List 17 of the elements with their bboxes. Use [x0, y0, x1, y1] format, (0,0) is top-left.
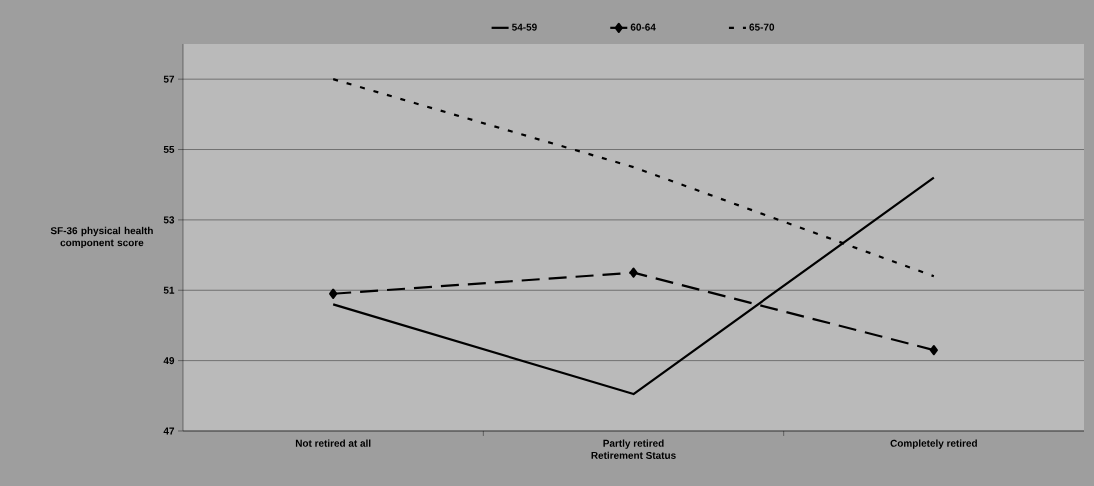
- point: [929, 344, 938, 356]
- y-tick-label: 51: [163, 286, 175, 294]
- x-tick-label: Not retired at all: [295, 439, 371, 447]
- x-tick-label: Partly retired: [603, 439, 664, 449]
- y-tick-label: 55: [163, 146, 175, 153]
- legend-label: 54-59: [512, 23, 537, 31]
- y-tick-label: 47: [163, 427, 175, 435]
- legend-label: 65-70: [749, 23, 775, 31]
- x-tick-label: Completely retired: [890, 439, 977, 449]
- y-tick-label: 53: [163, 216, 175, 224]
- point: [629, 267, 638, 278]
- x-axis-title: Retirement Status: [591, 451, 676, 459]
- y-tick-label: 57: [163, 75, 175, 83]
- legend-label: 60-64: [630, 23, 656, 31]
- point: [329, 288, 338, 299]
- y-tick-label: 49: [163, 357, 175, 365]
- y-axis-title: SF-36 physical health component score: [50, 226, 153, 249]
